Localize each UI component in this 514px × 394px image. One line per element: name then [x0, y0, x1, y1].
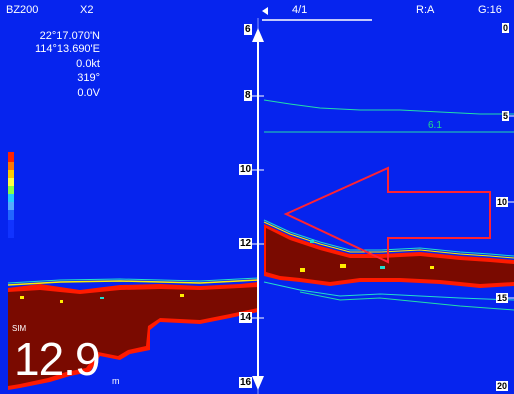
voltage-value: 0.0V: [77, 87, 100, 99]
longitude-value: 114°13.690'E: [34, 43, 100, 55]
zoom-scale-label: 12: [239, 238, 253, 249]
color-scale-bar: [8, 152, 14, 238]
zoom-scale-label: 8: [244, 90, 252, 101]
main-scale-label: 5: [502, 111, 510, 121]
depth-readout: 12.9: [14, 333, 101, 385]
zoom-scale-label: 14: [239, 312, 253, 323]
sim-mode-label: SIM: [12, 324, 27, 333]
zoom-scale-label: 10: [239, 164, 253, 175]
zoom-label[interactable]: X2: [80, 4, 94, 16]
gain-label[interactable]: G:16: [478, 4, 502, 16]
zoom-scale-ticks: [252, 95, 264, 319]
zoom-scale-label: 6: [244, 24, 252, 35]
speed-value: 0.0kt: [76, 58, 100, 70]
range-mode-label[interactable]: R:A: [416, 4, 435, 16]
zoom-scale-label: 16: [239, 377, 253, 388]
model-label: BZ200: [6, 4, 39, 16]
main-scale-label: 10: [496, 197, 509, 207]
upper-trace-line: [263, 99, 514, 115]
left-arrow-icon[interactable]: [262, 7, 268, 15]
main-scale-label: 20: [496, 381, 509, 391]
left-bottom-echo: [7, 277, 259, 390]
right-bottom-echo: [263, 219, 514, 311]
depth-unit: m: [112, 376, 120, 386]
main-scale-label: 15: [496, 293, 509, 303]
main-scale-label: 0: [502, 23, 510, 33]
large-left-arrow-icon: [283, 166, 491, 264]
page-indicator[interactable]: 4/1: [292, 4, 308, 16]
latitude-value: 22°17.070'N: [39, 30, 100, 42]
double-headed-arrow-icon[interactable]: [252, 28, 264, 390]
heading-value: 319°: [77, 72, 100, 84]
alarm-depth-label: 6.1: [428, 120, 442, 131]
